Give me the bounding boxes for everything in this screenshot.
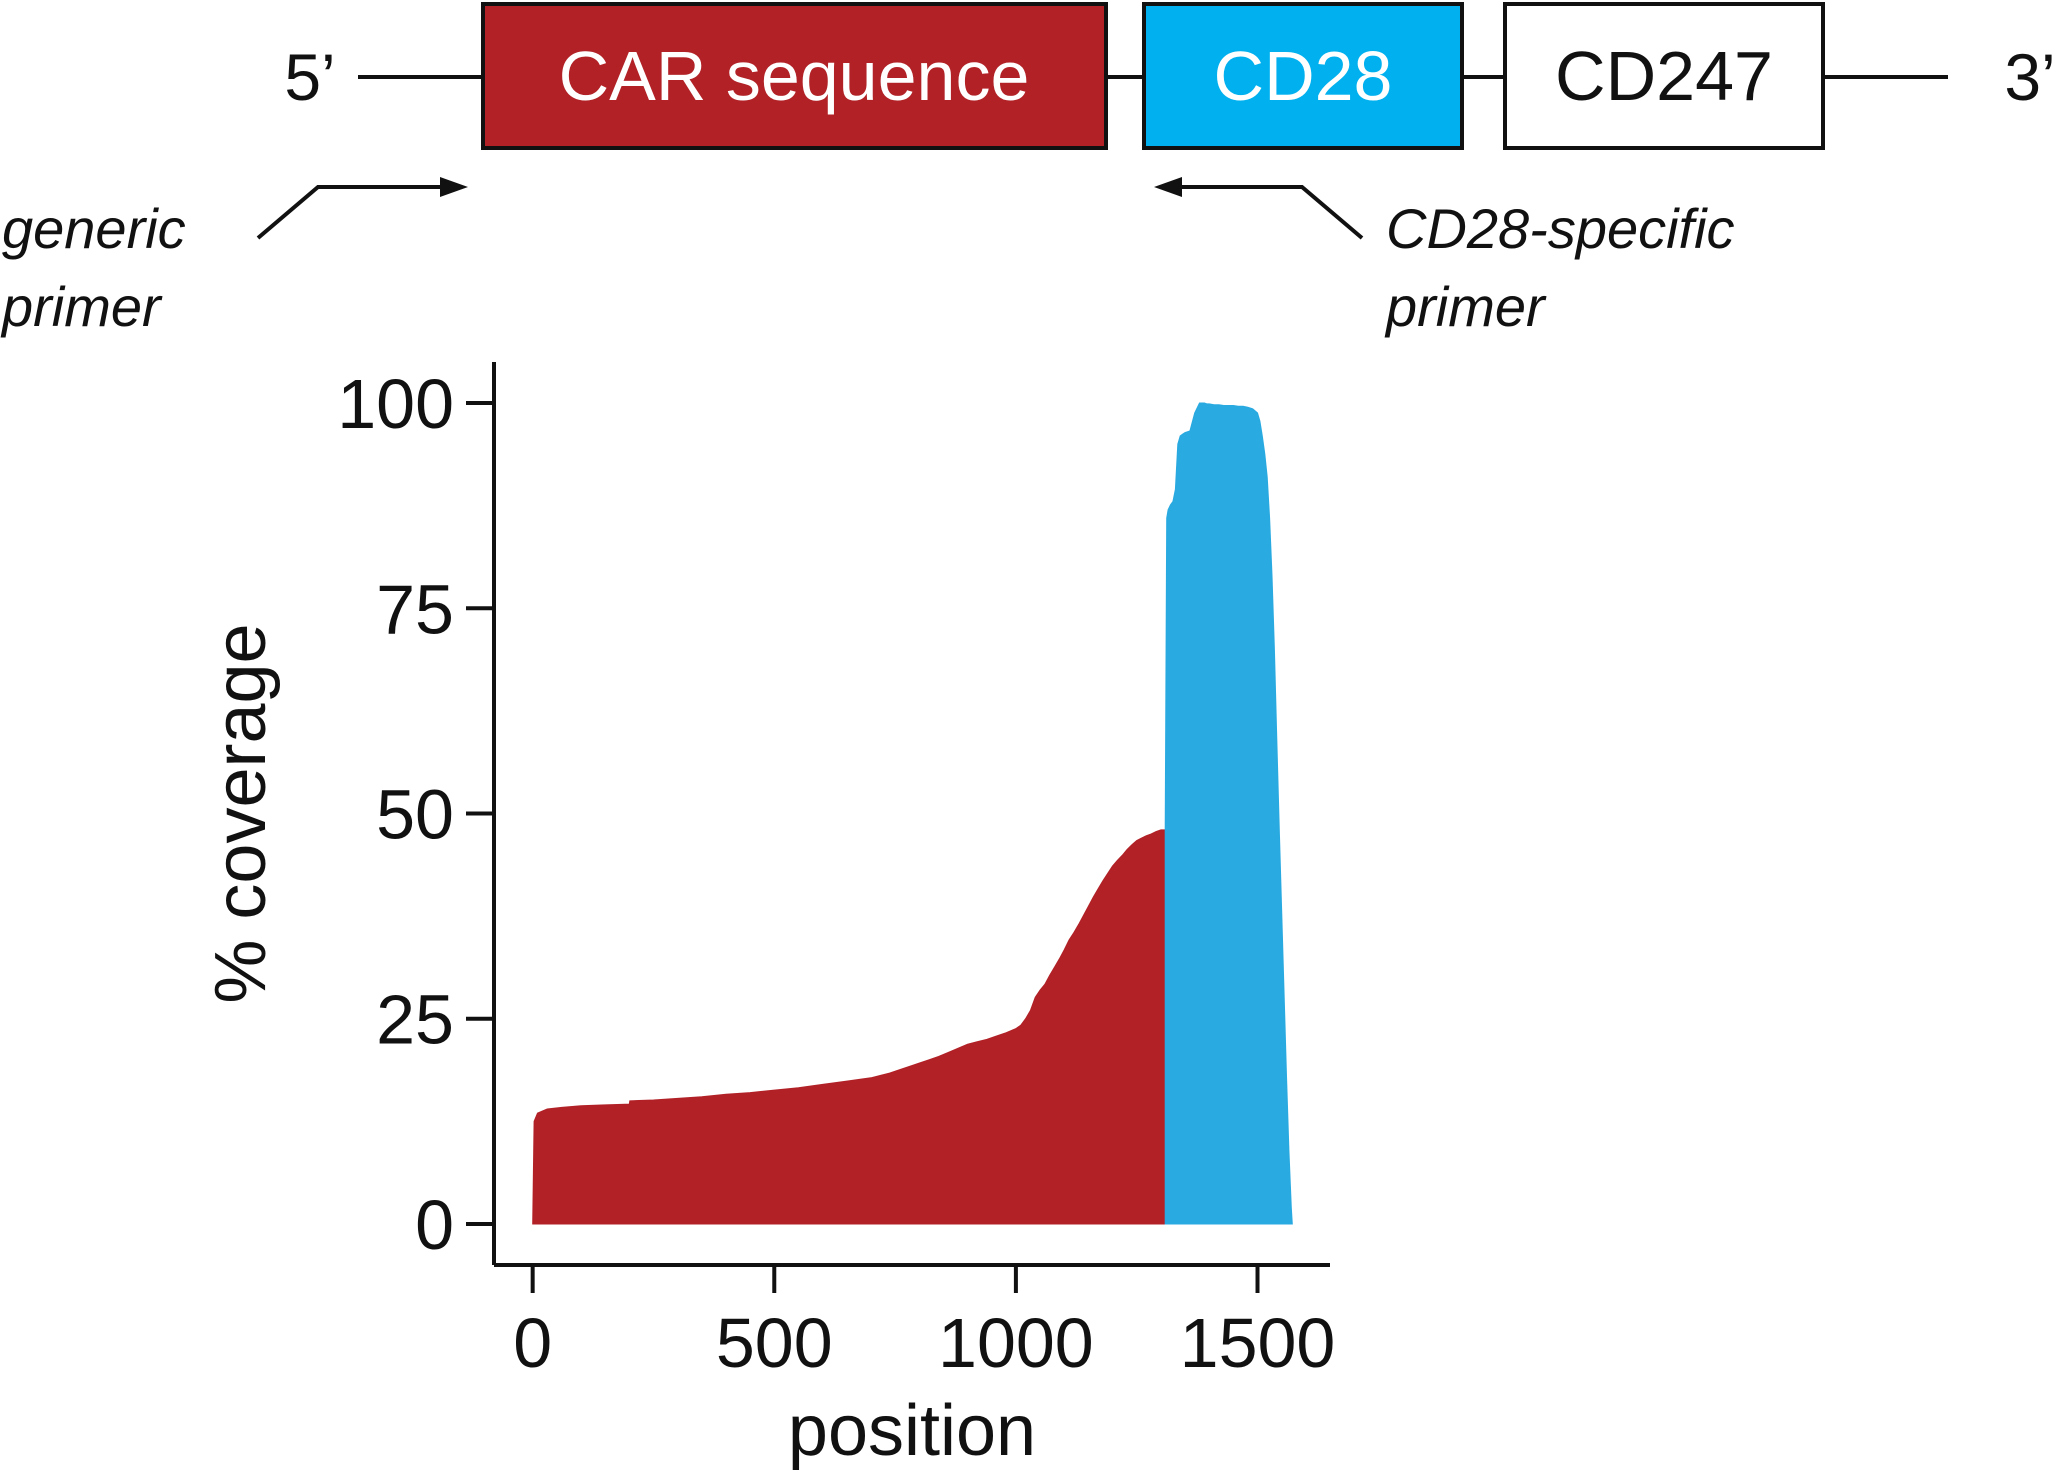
coverage-chart: 0 25 50 75 100 0 500 1000 1500 position % cover… [201,362,1335,1471]
y-tick-label: 0 [415,1186,454,1264]
five-prime-label: 5’ [284,40,335,114]
construct-diagram: 5’ CAR sequence CD28 CD247 3’ generic pr… [0,2,2056,338]
y-tick-label: 75 [376,570,454,648]
coverage-area-cd28 [1164,402,1293,1225]
three-prime-label: 3’ [2004,40,2055,114]
x-tick-label: 1500 [1180,1304,1336,1382]
cd28-primer-label-line1: CD28-specific [1386,197,1735,260]
generic-primer-arrow [256,185,448,240]
cd28-primer-arrowhead [1154,177,1182,197]
cd28-box [1142,2,1464,150]
x-axis-title: position [788,1391,1036,1471]
coverage-areas [532,402,1293,1225]
x-tick-label: 1000 [938,1304,1094,1382]
y-tick-label: 25 [376,981,454,1059]
generic-primer-label-line2: primer [0,275,163,338]
y-tick-label: 50 [376,776,454,854]
cd28-label: CD28 [1214,37,1393,115]
cd247-label: CD247 [1555,37,1773,115]
cd28-primer-label-line2: primer [1384,275,1547,338]
x-tick-label: 500 [716,1304,833,1382]
coverage-area-car [532,829,1166,1225]
y-axis-ticks: 0 25 50 75 100 [337,365,494,1264]
cd247-box [1503,2,1825,150]
generic-primer-arrowhead [440,177,468,197]
x-axis-ticks: 0 500 1000 1500 [513,1265,1335,1382]
y-tick-label: 100 [337,365,454,443]
car-sequence-label: CAR sequence [559,37,1030,115]
cd28-primer-arrow [1175,185,1364,240]
y-axis-title: % coverage [201,623,281,1003]
x-tick-label: 0 [513,1304,552,1382]
generic-primer-label-line1: generic [2,197,186,260]
